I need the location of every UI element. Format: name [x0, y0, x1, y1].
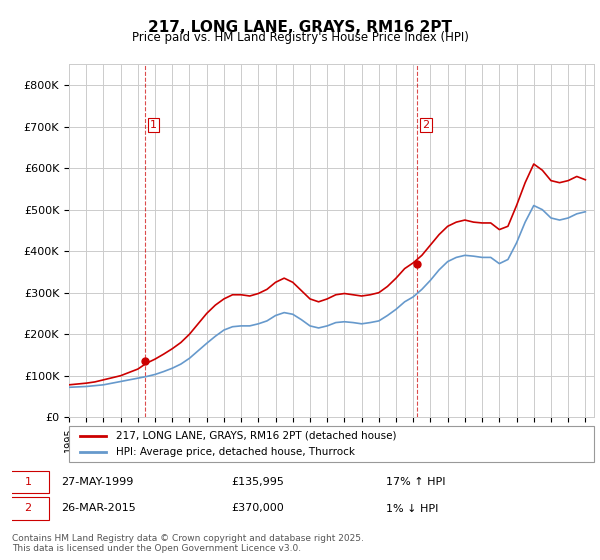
Text: 17% ↑ HPI: 17% ↑ HPI	[386, 477, 446, 487]
FancyBboxPatch shape	[6, 497, 49, 520]
Text: £135,995: £135,995	[231, 477, 284, 487]
FancyBboxPatch shape	[69, 426, 594, 462]
Text: 217, LONG LANE, GRAYS, RM16 2PT (detached house): 217, LONG LANE, GRAYS, RM16 2PT (detache…	[116, 431, 397, 441]
Text: 27-MAY-1999: 27-MAY-1999	[61, 477, 133, 487]
FancyBboxPatch shape	[6, 471, 49, 493]
Text: 1: 1	[25, 477, 32, 487]
Text: HPI: Average price, detached house, Thurrock: HPI: Average price, detached house, Thur…	[116, 447, 355, 457]
Text: Price paid vs. HM Land Registry's House Price Index (HPI): Price paid vs. HM Land Registry's House …	[131, 31, 469, 44]
Text: 1: 1	[150, 120, 157, 130]
Text: Contains HM Land Registry data © Crown copyright and database right 2025.
This d: Contains HM Land Registry data © Crown c…	[12, 534, 364, 553]
Text: 2: 2	[25, 503, 32, 514]
Text: £370,000: £370,000	[231, 503, 284, 514]
Text: 217, LONG LANE, GRAYS, RM16 2PT: 217, LONG LANE, GRAYS, RM16 2PT	[148, 20, 452, 35]
Text: 2: 2	[422, 120, 430, 130]
Text: 26-MAR-2015: 26-MAR-2015	[61, 503, 136, 514]
Text: 1% ↓ HPI: 1% ↓ HPI	[386, 503, 439, 514]
